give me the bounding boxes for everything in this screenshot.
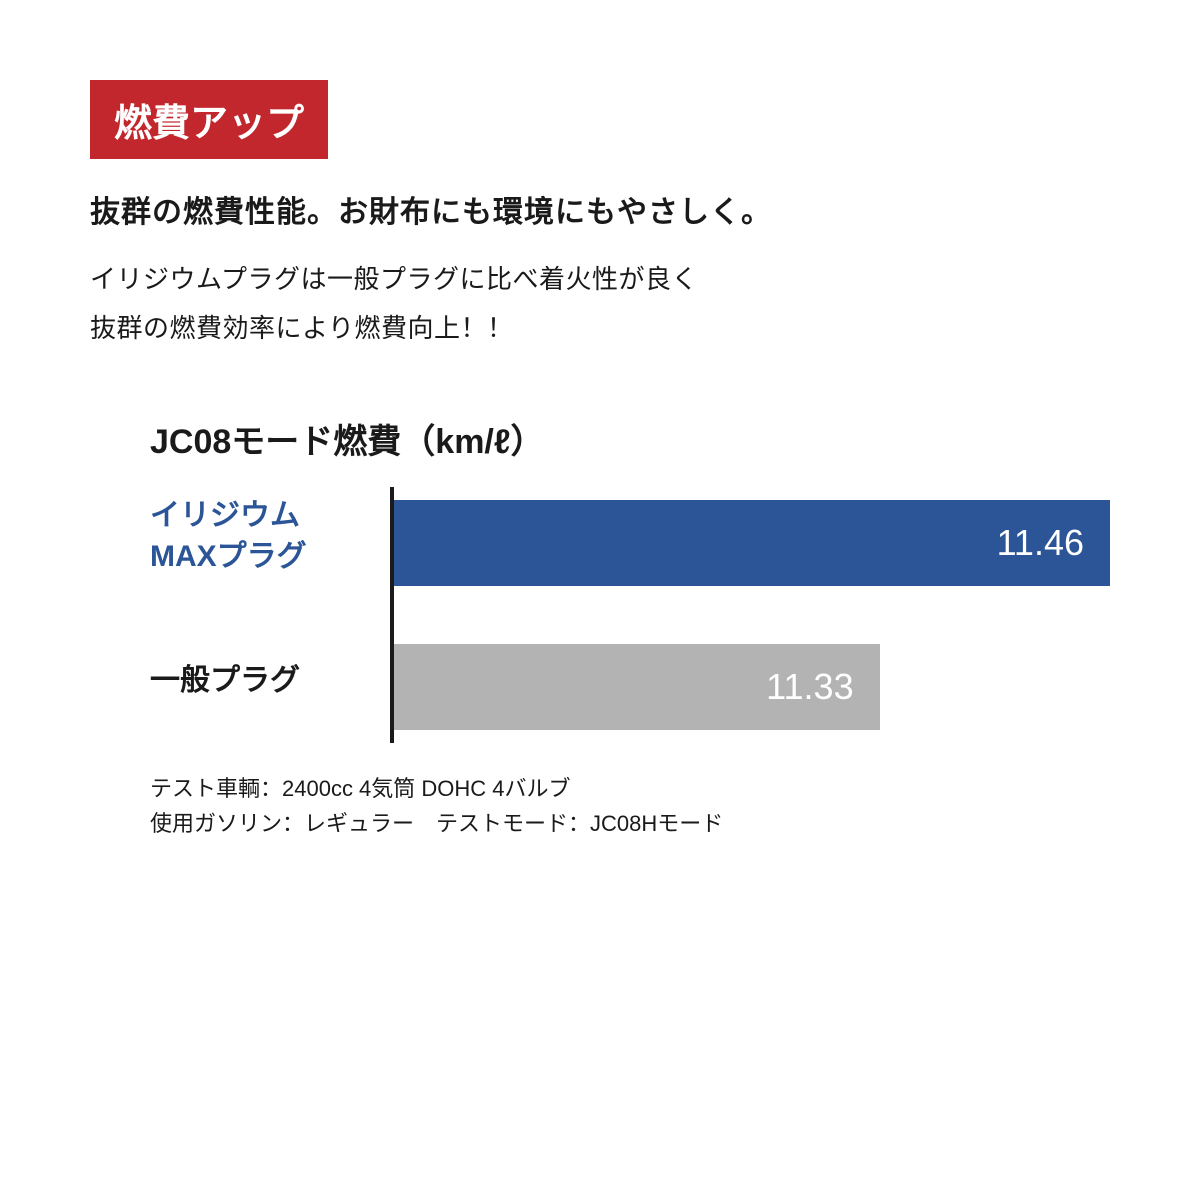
bar-gap (390, 593, 1110, 637)
bar-value: 11.33 (766, 666, 853, 708)
chart-labels-column: イリジウム MAXプラグ 一般プラグ (150, 487, 390, 743)
bar-label-line2: MAXプラグ (150, 537, 307, 578)
chart-title: JC08モード燃費（km/ℓ） (150, 414, 1110, 463)
bar-slot: 11.33 (390, 637, 1110, 737)
bar-label: イリジウム MAXプラグ (150, 487, 390, 587)
bar-slot: 11.46 (390, 493, 1110, 593)
section-subtitle: 抜群の燃費性能。お財布にも環境にもやさしく。 (90, 187, 1110, 231)
chart-footnote: テスト車輌：2400cc 4気筒 DOHC 4バルブ 使用ガソリン：レギュラー … (90, 771, 1110, 841)
bar-label-text: イリジウム MAXプラグ (150, 496, 307, 577)
chart-y-axis (390, 487, 394, 743)
bar-label-text: 一般プラグ (150, 661, 300, 702)
footnote-line2: 使用ガソリン：レギュラー テストモード：JC08Hモード (150, 806, 1110, 841)
description-line1: イリジウムプラグは一般プラグに比べ着火性が良く (90, 255, 1110, 304)
bar-label: 一般プラグ (150, 631, 390, 731)
chart-bars-column: 11.46 11.33 (390, 487, 1110, 743)
bar-chart: JC08モード燃費（km/ℓ） イリジウム MAXプラグ 一般プラグ (90, 414, 1110, 743)
section-description: イリジウムプラグは一般プラグに比べ着火性が良く 抜群の燃費効率により燃費向上！！ (90, 255, 1110, 354)
description-line2: 抜群の燃費効率により燃費向上！！ (90, 304, 1110, 353)
section-badge: 燃費アップ (90, 80, 328, 159)
chart-area: イリジウム MAXプラグ 一般プラグ 11.46 (150, 487, 1110, 743)
chart-bar: 11.46 (390, 500, 1110, 586)
label-gap (150, 587, 390, 631)
chart-bar: 11.33 (390, 644, 880, 730)
footnote-line1: テスト車輌：2400cc 4気筒 DOHC 4バルブ (150, 771, 1110, 806)
badge-text: 燃費アップ (114, 103, 304, 145)
bar-label-line1: イリジウム (150, 496, 307, 537)
bar-label-line1: 一般プラグ (150, 661, 300, 702)
bar-value: 11.46 (997, 522, 1084, 564)
